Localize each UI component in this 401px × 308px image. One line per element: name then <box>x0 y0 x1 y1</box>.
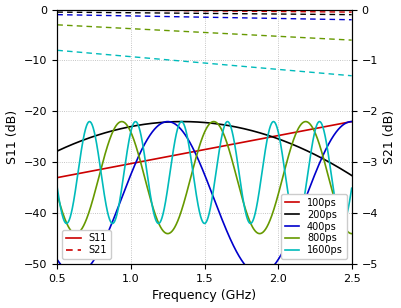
100ps <box>55 176 60 180</box>
1600ps <box>70 206 75 210</box>
1600ps <box>286 200 291 203</box>
Line: 1600ps: 1600ps <box>57 122 351 223</box>
400ps <box>70 272 75 276</box>
800ps <box>198 141 203 145</box>
Legend: S11, S21: S11, S21 <box>62 229 111 259</box>
Line: 400ps: 400ps <box>57 122 351 274</box>
800ps <box>340 222 345 226</box>
200ps <box>190 120 195 124</box>
400ps <box>340 123 345 127</box>
200ps <box>180 120 184 124</box>
800ps <box>286 152 291 155</box>
400ps <box>286 237 291 241</box>
100ps <box>340 121 344 125</box>
200ps <box>340 168 345 172</box>
800ps <box>190 168 194 172</box>
Line: 100ps: 100ps <box>57 122 351 178</box>
1600ps <box>340 221 345 225</box>
400ps <box>198 163 203 167</box>
200ps <box>348 174 353 177</box>
100ps <box>286 132 291 135</box>
1600ps <box>156 221 160 225</box>
400ps <box>190 146 195 150</box>
1600ps <box>190 170 195 174</box>
1600ps <box>133 120 138 124</box>
100ps <box>190 150 194 154</box>
1600ps <box>55 186 60 190</box>
100ps <box>348 120 353 124</box>
100ps <box>198 148 203 152</box>
400ps <box>348 120 353 124</box>
200ps <box>70 143 75 146</box>
1600ps <box>340 221 345 225</box>
100ps <box>340 121 345 125</box>
Y-axis label: S21 (dB): S21 (dB) <box>383 110 395 164</box>
Line: 800ps: 800ps <box>57 122 351 233</box>
400ps <box>73 273 78 276</box>
X-axis label: Frequency (GHz): Frequency (GHz) <box>152 290 256 302</box>
400ps <box>340 123 345 127</box>
800ps <box>211 120 216 124</box>
200ps <box>286 141 291 145</box>
400ps <box>55 258 60 261</box>
Line: 200ps: 200ps <box>57 122 351 176</box>
1600ps <box>198 215 203 219</box>
800ps <box>70 230 75 234</box>
100ps <box>70 173 75 176</box>
200ps <box>340 168 345 172</box>
200ps <box>55 149 60 153</box>
800ps <box>340 223 345 226</box>
800ps <box>55 193 60 197</box>
800ps <box>348 232 353 235</box>
200ps <box>198 120 203 124</box>
1600ps <box>348 186 353 190</box>
Y-axis label: S11 (dB): S11 (dB) <box>6 110 18 164</box>
